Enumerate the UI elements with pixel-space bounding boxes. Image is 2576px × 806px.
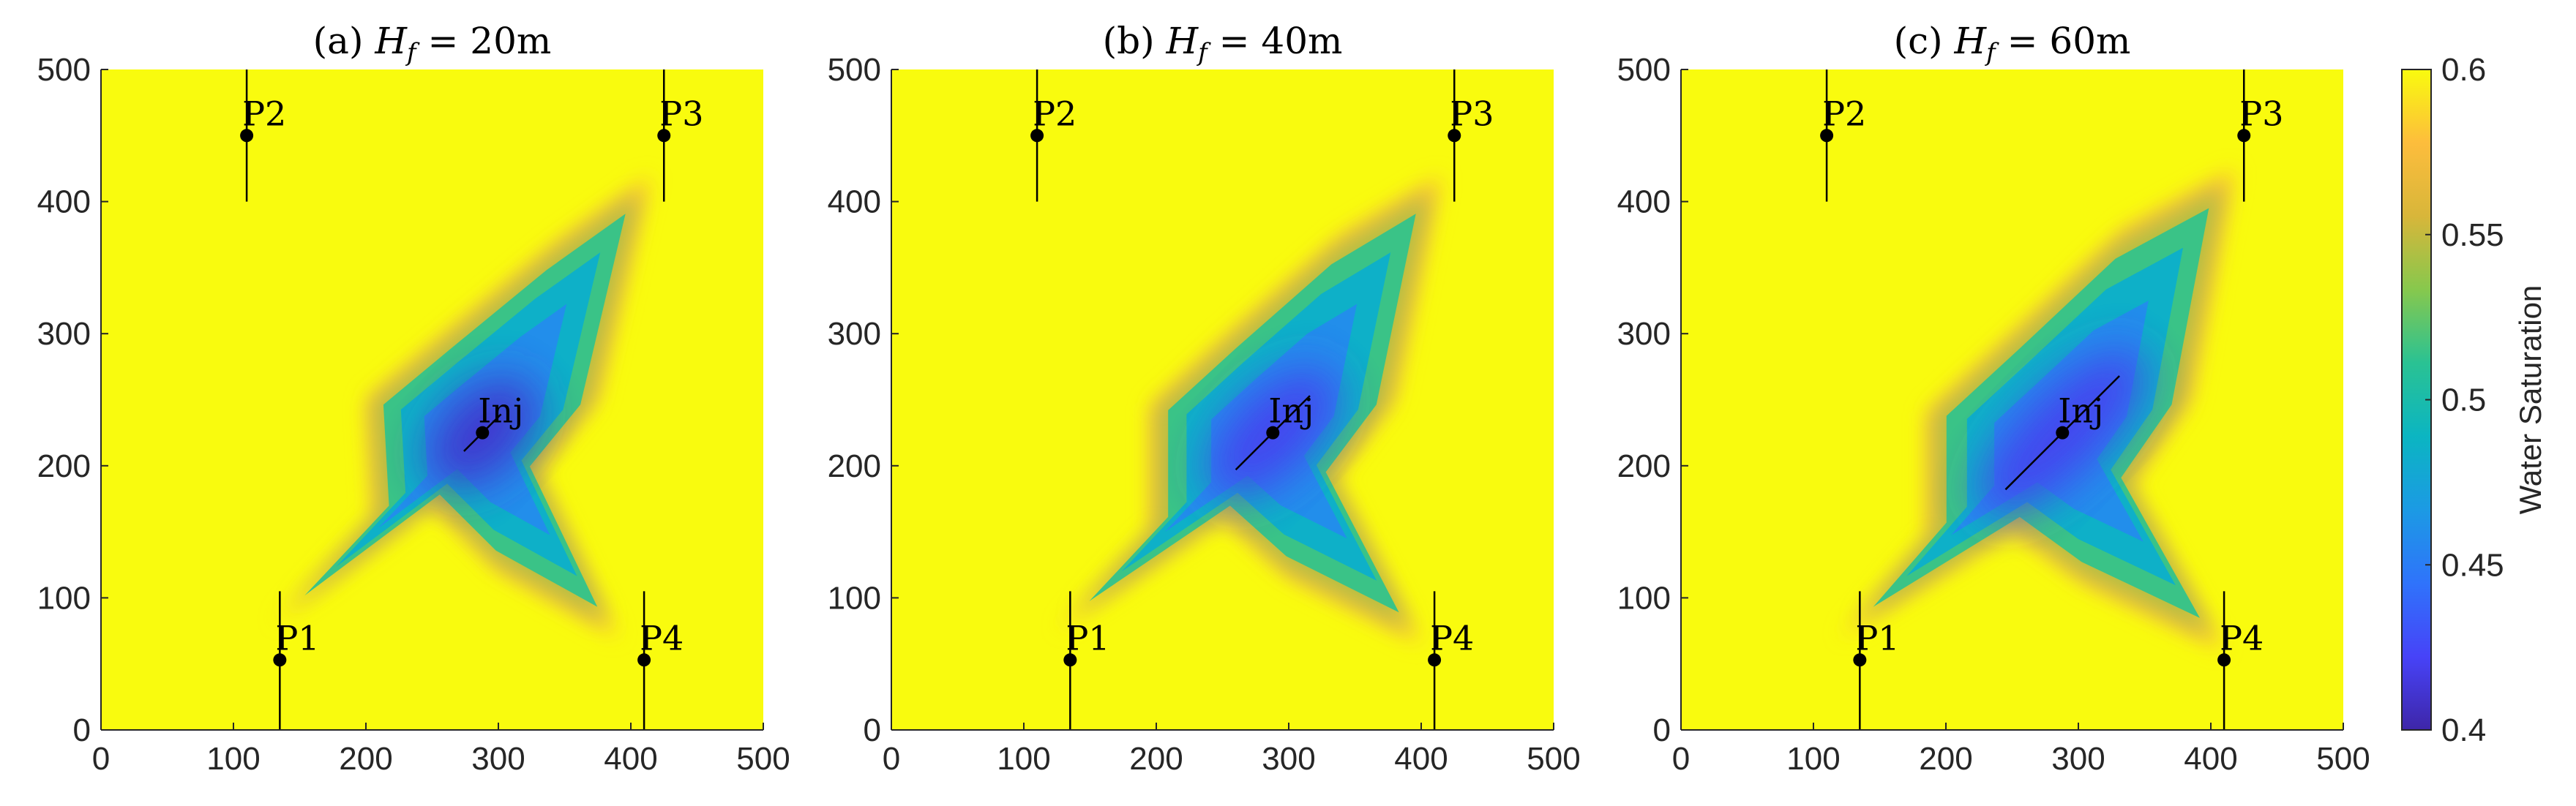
colorbar-tick-label: 0.55 bbox=[2441, 217, 2504, 253]
well-marker bbox=[1428, 653, 1442, 667]
well-marker bbox=[1063, 653, 1077, 667]
x-tick-label: 0 bbox=[92, 741, 110, 777]
well-p4: P4 bbox=[2217, 591, 2264, 730]
well-label: P4 bbox=[2220, 618, 2264, 658]
well-label: P2 bbox=[242, 94, 286, 133]
colorbar-tick-label: 0.45 bbox=[2441, 547, 2504, 583]
panel-title: (c) Hf = 60m bbox=[1894, 20, 2131, 67]
well-p4: P4 bbox=[637, 591, 684, 730]
well-p1: P1 bbox=[1853, 591, 1900, 730]
well-label: P3 bbox=[659, 94, 703, 133]
well-marker bbox=[1030, 129, 1044, 143]
y-tick-label: 200 bbox=[828, 448, 881, 484]
well-p3: P3 bbox=[657, 69, 703, 202]
well-label: P1 bbox=[275, 618, 319, 658]
x-tick-label: 500 bbox=[2316, 741, 2370, 777]
x-tick-label: 200 bbox=[339, 741, 392, 777]
well-p3: P3 bbox=[2237, 69, 2283, 202]
well-label: P1 bbox=[1855, 618, 1899, 658]
panels: P1 P2 P3 P4 Inj 0 100 200 300 400 500 0 100 200 300 400… bbox=[37, 20, 2370, 777]
y-tick-label: 0 bbox=[73, 712, 91, 748]
well-p3: P3 bbox=[1448, 69, 1494, 202]
well-marker bbox=[240, 129, 254, 143]
y-tick-label: 500 bbox=[828, 52, 881, 88]
x-tick-label: 500 bbox=[1527, 741, 1580, 777]
x-tick-label: 500 bbox=[736, 741, 790, 777]
well-inj: Inj bbox=[2004, 375, 2120, 491]
y-tick-label: 100 bbox=[828, 580, 881, 616]
x-tick-label: 100 bbox=[997, 741, 1050, 777]
colorbar-label: Water Saturation bbox=[2513, 285, 2547, 515]
panel-title: (a) Hf = 20m bbox=[313, 20, 552, 67]
well-marker bbox=[2237, 129, 2251, 143]
well-p2: P2 bbox=[1030, 69, 1077, 202]
heatmap bbox=[1057, 175, 1442, 644]
x-tick-label: 300 bbox=[1262, 741, 1315, 777]
x-tick-label: 300 bbox=[2051, 741, 2105, 777]
y-tick-label: 0 bbox=[1653, 712, 1671, 748]
panel-3: P1 P2 P3 P4 Inj 0 100 200 300 400 500 0 100 200 300 400… bbox=[1617, 20, 2370, 777]
y-tick-label: 0 bbox=[864, 712, 881, 748]
y-tick-label: 500 bbox=[1617, 52, 1671, 88]
well-marker bbox=[1820, 129, 1834, 143]
x-tick-label: 400 bbox=[2184, 741, 2237, 777]
well-marker bbox=[476, 426, 490, 440]
well-label: Inj bbox=[478, 391, 523, 431]
well-marker bbox=[1448, 129, 1461, 143]
well-marker bbox=[273, 653, 287, 667]
x-tick-label: 0 bbox=[1672, 741, 1690, 777]
x-tick-label: 100 bbox=[206, 741, 260, 777]
y-tick-label: 200 bbox=[1617, 448, 1671, 484]
well-label: P4 bbox=[640, 618, 684, 658]
well-p2: P2 bbox=[1820, 69, 1866, 202]
x-tick-label: 200 bbox=[1919, 741, 1972, 777]
heatmap bbox=[1840, 168, 2235, 651]
well-p4: P4 bbox=[1428, 591, 1474, 730]
x-tick-label: 400 bbox=[1394, 741, 1448, 777]
y-tick-label: 400 bbox=[37, 184, 91, 220]
well-inj: Inj bbox=[463, 391, 523, 452]
well-marker bbox=[2217, 653, 2231, 667]
well-p1: P1 bbox=[273, 591, 320, 730]
y-tick-label: 200 bbox=[37, 448, 91, 484]
well-marker bbox=[657, 129, 671, 143]
heatmap bbox=[273, 175, 651, 638]
well-marker bbox=[2056, 426, 2070, 440]
well-inj: Inj bbox=[1235, 391, 1314, 471]
well-p2: P2 bbox=[240, 69, 286, 202]
x-tick-label: 400 bbox=[604, 741, 657, 777]
y-tick-label: 100 bbox=[1617, 580, 1671, 616]
panel-1: P1 P2 P3 P4 Inj 0 100 200 300 400 500 0 100 200 300 400… bbox=[37, 20, 790, 777]
well-p1: P1 bbox=[1063, 591, 1110, 730]
well-marker bbox=[1853, 653, 1867, 667]
colorbar-tick-label: 0.6 bbox=[2441, 52, 2486, 88]
panel-title: (b) Hf = 40m bbox=[1103, 20, 1343, 67]
well-label: P3 bbox=[1450, 94, 1494, 133]
colorbar-tick-label: 0.4 bbox=[2441, 712, 2486, 748]
x-tick-label: 100 bbox=[1786, 741, 1840, 777]
y-tick-label: 300 bbox=[828, 316, 881, 352]
well-label: P1 bbox=[1066, 618, 1109, 658]
colorbar: 0.4 0.45 0.5 0.55 0.6 Water Saturation bbox=[2401, 52, 2547, 748]
well-marker bbox=[637, 653, 651, 667]
well-label: P2 bbox=[1033, 94, 1077, 133]
y-tick-label: 400 bbox=[1617, 184, 1671, 220]
well-label: Inj bbox=[2058, 391, 2103, 431]
y-tick-label: 400 bbox=[828, 184, 881, 220]
panel-2: P1 P2 P3 P4 Inj 0 100 200 300 400 500 0 100 200 300 400… bbox=[828, 20, 1581, 777]
x-tick-label: 300 bbox=[471, 741, 525, 777]
well-label: P2 bbox=[1822, 94, 1866, 133]
y-tick-label: 300 bbox=[37, 316, 91, 352]
well-label: Inj bbox=[1268, 391, 1314, 431]
y-tick-label: 500 bbox=[37, 52, 91, 88]
well-label: P3 bbox=[2239, 94, 2283, 133]
y-tick-label: 300 bbox=[1617, 316, 1671, 352]
x-tick-label: 0 bbox=[883, 741, 900, 777]
colorbar-tick-label: 0.5 bbox=[2441, 383, 2486, 418]
y-tick-label: 100 bbox=[37, 580, 91, 616]
x-tick-label: 200 bbox=[1129, 741, 1183, 777]
well-label: P4 bbox=[1430, 618, 1474, 658]
well-marker bbox=[1266, 426, 1280, 440]
